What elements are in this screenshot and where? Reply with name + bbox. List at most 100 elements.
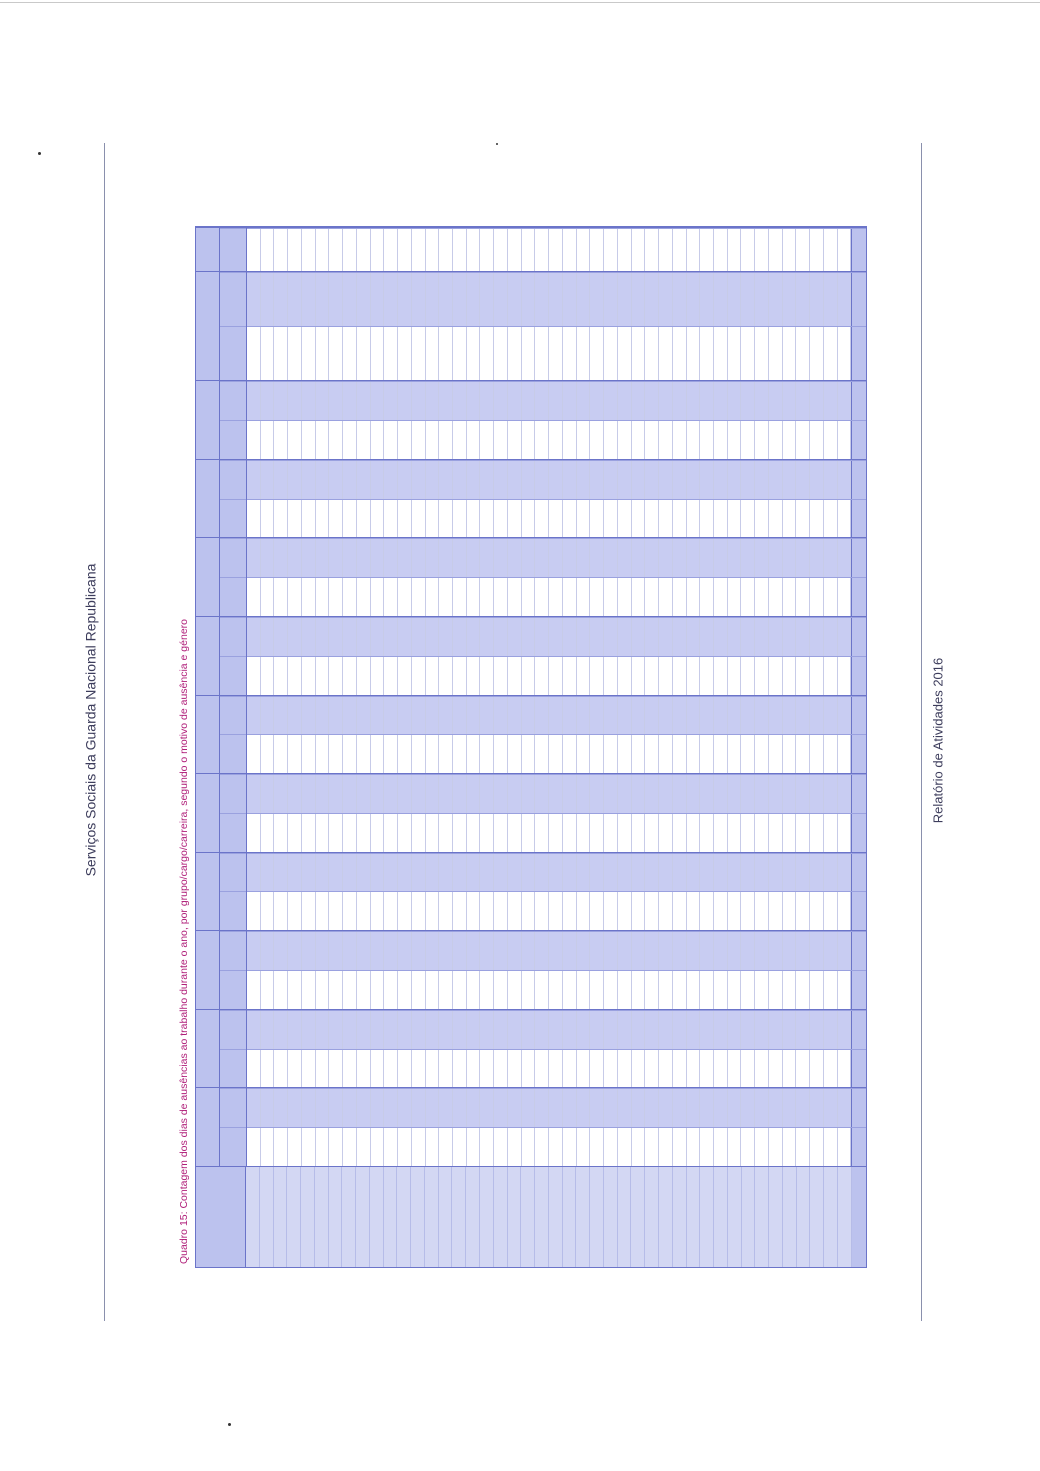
table-cell: [590, 1010, 605, 1049]
reason-group: [196, 226, 867, 271]
total-cell: [851, 813, 867, 852]
table-cell: [425, 499, 440, 538]
table-cell: [315, 578, 330, 616]
table-cell: [576, 326, 591, 381]
table-cell: [768, 228, 783, 271]
reason-group-header: [196, 616, 220, 695]
table-cell: [398, 578, 412, 616]
total-cell: [851, 1010, 867, 1049]
table-cell: [631, 460, 646, 499]
table-cell: [590, 539, 605, 578]
table-cell: [274, 326, 289, 381]
table-cell: [727, 228, 742, 271]
table-cell: [398, 971, 412, 1009]
table-cell: [521, 656, 536, 695]
table-row-label: [782, 1167, 797, 1267]
table-cell: [521, 228, 536, 271]
table-cell: [810, 382, 824, 420]
table-cell: [535, 775, 550, 813]
table-cell: [823, 228, 838, 271]
table-cell: [672, 499, 687, 538]
table-cell: [356, 539, 371, 578]
table-cell: [617, 1089, 632, 1128]
table-cell: [247, 228, 261, 271]
table-cell: [700, 578, 714, 616]
table-cell: [398, 228, 412, 271]
table-cell: [274, 578, 289, 616]
table-cell: [507, 326, 522, 381]
table-cell: [288, 775, 302, 813]
table-cell: [535, 578, 550, 616]
table-cell: [260, 932, 275, 971]
table-cell: [274, 539, 289, 578]
table-cell: [453, 228, 467, 271]
table-cell: [810, 272, 824, 326]
table-cell: [631, 326, 646, 381]
gender-subheader-cell: [220, 271, 246, 326]
table-cell: [686, 932, 701, 971]
total-cell: [851, 1128, 867, 1166]
table-cell: [301, 1128, 316, 1166]
table-row-label: [672, 1167, 687, 1267]
table-cell: [562, 460, 577, 499]
table-cell: [301, 228, 316, 271]
table-cell: [631, 696, 646, 735]
table-cell: [315, 272, 330, 326]
table-cell: [590, 892, 605, 931]
table-cell: [453, 775, 467, 813]
table-cell: [549, 326, 563, 381]
gender-subheader-cell: [220, 577, 246, 616]
table-cell: [370, 326, 385, 381]
table-cell: [535, 1089, 550, 1128]
table-cell: [727, 1089, 742, 1128]
table-cell: [617, 892, 632, 931]
table-cell: [782, 853, 797, 892]
table-cell: [631, 578, 646, 616]
table-cell: [837, 326, 852, 381]
table-cell: [562, 1049, 577, 1088]
table-cell: [398, 1010, 412, 1049]
table-cell: [453, 1128, 467, 1166]
table-cell: [576, 499, 591, 538]
table-cell: [823, 421, 838, 459]
table-cell: [659, 656, 673, 695]
table-cell: [659, 272, 673, 326]
table-cell: [301, 539, 316, 578]
table-cell: [700, 775, 714, 813]
table-cell: [768, 656, 783, 695]
table-cell: [672, 382, 687, 420]
table-cell: [425, 228, 440, 271]
table-cell: [562, 272, 577, 326]
table-cell: [439, 326, 454, 381]
table-column: [247, 655, 867, 695]
table-cell: [741, 656, 756, 695]
table-cell: [480, 1010, 495, 1049]
reason-group: [196, 270, 867, 381]
table-cell: [288, 971, 302, 1009]
table-caption: Quadro 15: Contagem dos dias de ausência…: [178, 618, 190, 1264]
table-cell: [645, 460, 660, 499]
table-cell: [480, 578, 495, 616]
table-cell: [315, 539, 330, 578]
table-cell: [370, 892, 385, 931]
table-row-label: [287, 1167, 302, 1267]
table-cell: [466, 382, 481, 420]
table-cell: [604, 228, 618, 271]
table-cell: [727, 499, 742, 538]
table-cell: [741, 617, 756, 656]
table-cell: [686, 272, 701, 326]
table-cell: [810, 578, 824, 616]
table-cell: [823, 617, 838, 656]
table-cell: [713, 735, 728, 774]
table-cell: [247, 1010, 261, 1049]
table-cell: [453, 460, 467, 499]
total-cell: [851, 578, 867, 616]
table-cell: [755, 272, 769, 326]
table-cell: [329, 460, 344, 499]
table-cell: [645, 578, 660, 616]
table-cell: [755, 460, 769, 499]
table-cell: [672, 272, 687, 326]
table-cell: [343, 578, 357, 616]
table-cell: [274, 656, 289, 695]
table-cell: [535, 1049, 550, 1088]
